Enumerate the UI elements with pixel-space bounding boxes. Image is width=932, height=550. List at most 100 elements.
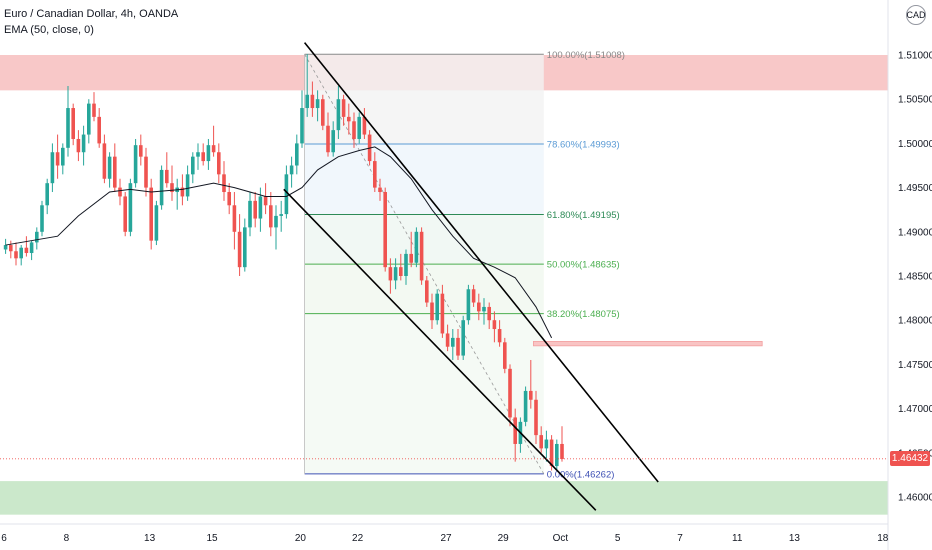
candle-body (248, 200, 252, 228)
candle-body (289, 165, 294, 175)
channel-upper-line (303, 42, 659, 483)
candle-body (165, 169, 169, 184)
candle-body (45, 183, 49, 206)
candle-body (430, 302, 434, 321)
currency-badge[interactable]: CAD (906, 5, 926, 25)
candle-body (321, 99, 325, 126)
fib-level-label: 38.20%(1.48075) (547, 309, 620, 320)
candle-body (14, 251, 18, 259)
candle-body (435, 293, 439, 321)
candle-body (217, 152, 221, 175)
candle-body (35, 231, 39, 243)
candle-body (487, 306, 491, 321)
candle-body (9, 245, 13, 252)
candle-body (336, 99, 341, 131)
candle-body (19, 247, 23, 259)
fib-level-label: 61.80%(1.49195) (547, 210, 620, 221)
candle-body (107, 156, 112, 179)
candle-body (456, 337, 460, 356)
candle-body (373, 161, 377, 188)
fib-level-label: 0.00%(1.46262) (547, 469, 615, 480)
candle-body (211, 145, 216, 153)
fib-band (304, 313, 544, 474)
x-tick-label: 13 (144, 533, 156, 544)
candle-body (378, 187, 382, 193)
x-tick-label: 5 (615, 533, 621, 544)
x-tick-label: 7 (677, 533, 683, 544)
candle-body (185, 174, 190, 197)
candle-body (326, 125, 330, 153)
candle-body (404, 253, 408, 276)
candle-body (466, 289, 471, 321)
ema-50-line (5, 146, 553, 339)
candle-body (133, 145, 138, 184)
candle-body (87, 103, 91, 135)
candle-body (76, 138, 81, 153)
candle-body (123, 196, 127, 232)
candle-body (191, 156, 195, 175)
candle-body (347, 116, 351, 122)
x-tick-label: 29 (498, 533, 510, 544)
candle-body (139, 145, 143, 157)
candle-body (180, 187, 185, 197)
y-tick-label: 1.48500 (898, 272, 932, 283)
x-tick-label: 18 (877, 533, 889, 544)
candle-body (253, 200, 257, 219)
candle-body (243, 227, 247, 268)
x-tick-label: 15 (206, 533, 218, 544)
candle-body (451, 337, 455, 347)
candle-body (440, 293, 445, 334)
candle-body (144, 156, 148, 188)
candle-body (461, 320, 465, 356)
y-tick-label: 1.49500 (898, 183, 932, 194)
x-tick-label: 6 (1, 533, 7, 544)
candle-body (529, 390, 533, 400)
candle-body (492, 320, 497, 330)
ema-indicator-label: EMA (50, close, 0) (4, 24, 94, 36)
candle-body (315, 99, 320, 109)
candle-body (414, 231, 419, 263)
candle-body (159, 169, 164, 206)
candle-body (196, 152, 200, 157)
candle-body (393, 267, 398, 281)
y-tick-label: 1.49000 (898, 227, 932, 238)
x-tick-label: 20 (295, 533, 307, 544)
candle-body (503, 342, 507, 369)
candle-body (497, 329, 502, 343)
candle-body (71, 108, 75, 139)
candle-body (341, 99, 346, 117)
candle-body (549, 439, 554, 467)
candle-body (170, 183, 174, 193)
candle-body (81, 134, 86, 153)
candle-body (352, 121, 356, 139)
fib-band (304, 54, 544, 145)
candle-body (409, 253, 413, 263)
y-tick-label: 1.47000 (898, 404, 932, 415)
candle-body (300, 108, 304, 144)
candle-body (102, 143, 107, 179)
fib-band (304, 144, 544, 215)
fib-level-label: 78.60%(1.49993) (547, 140, 620, 151)
candle-body (331, 130, 335, 153)
x-tick-label: 13 (789, 533, 801, 544)
candle-body (40, 205, 44, 232)
candle-body (362, 116, 367, 135)
candle-body (29, 242, 34, 254)
x-tick-label: 11 (732, 533, 743, 544)
candle-body (113, 156, 117, 188)
candle-body (227, 192, 231, 206)
candle-body (149, 187, 153, 241)
candle-body (24, 247, 29, 254)
candle-body (222, 174, 226, 193)
candle-body (201, 152, 205, 162)
candle-body (237, 231, 242, 268)
candle-body (118, 187, 122, 197)
candle-body (471, 289, 476, 303)
y-tick-label: 1.50500 (898, 95, 932, 106)
y-tick-label: 1.51000 (898, 51, 932, 62)
candle-body (445, 333, 450, 347)
candle-body (263, 196, 268, 206)
candle-body (508, 368, 512, 418)
candle-body (544, 439, 549, 449)
